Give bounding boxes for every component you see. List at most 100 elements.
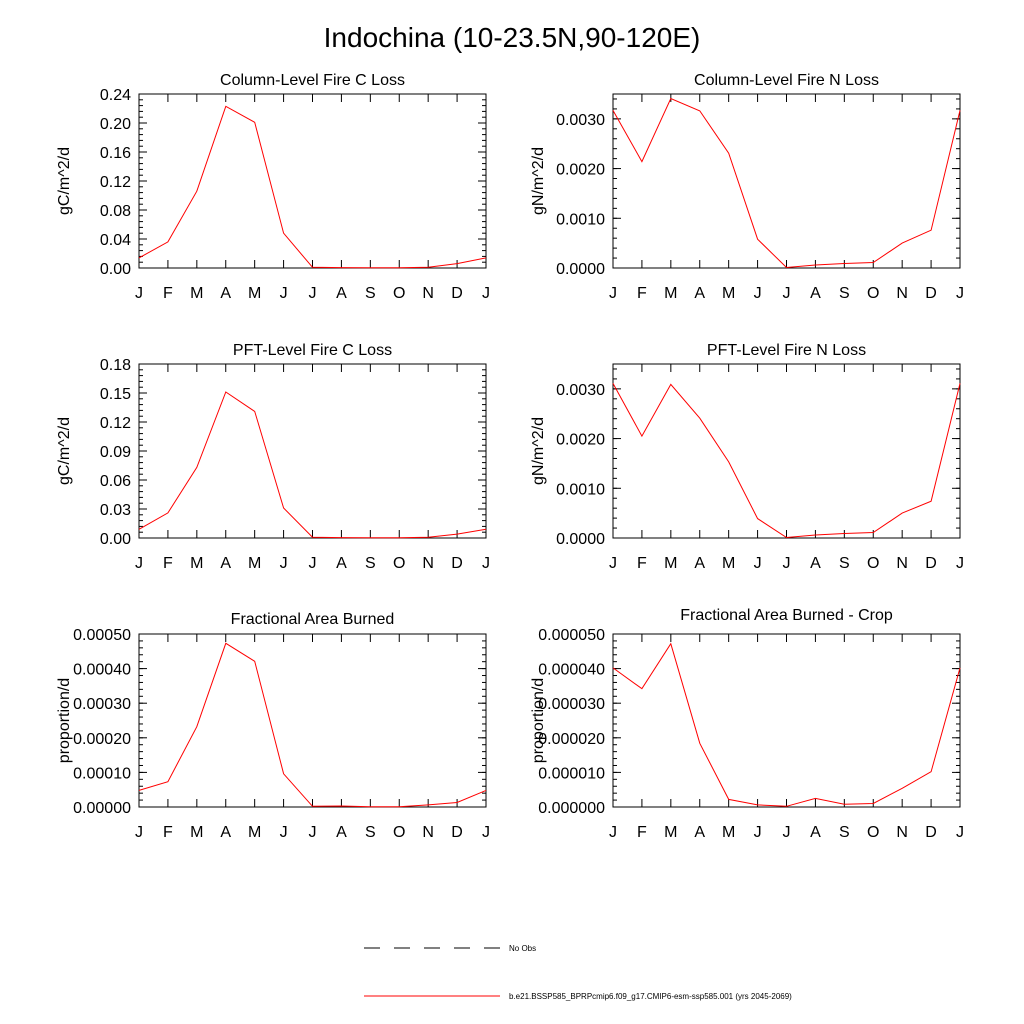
x-tick-label: F [163,555,173,572]
x-tick-label: M [722,824,735,841]
x-tick-label: O [393,555,405,572]
y-tick-label: 0.00050 [73,627,131,644]
x-tick-label: S [839,824,850,841]
x-tick-label: A [220,824,231,841]
x-tick-label: F [637,555,647,572]
x-tick-label: A [810,824,821,841]
y-tick-label: 0.0000 [556,261,605,278]
x-tick-label: A [810,285,821,302]
chart-panel: Fractional Area Burned - Crop proportion/… [530,607,964,841]
y-tick-label: 0.16 [100,145,131,162]
page-title: Indochina (10-23.5N,90-120E) [323,22,701,53]
legend-label-model: b.e21.BSSP585_BPRPcmip6.f09_g17.CMIP6-es… [509,992,792,1001]
y-tick-label: 0.00000 [73,800,131,817]
x-tick-label: F [163,824,173,841]
y-tick-label: 0.0020 [556,432,605,449]
y-tick-label: 0.24 [100,87,131,104]
plot-frame [138,633,487,808]
y-tick-label: 0.12 [100,174,131,191]
x-tick-label: S [839,555,850,572]
x-tick-label: M [190,285,203,302]
x-tick-label: J [783,285,791,302]
y-tick-label: 0.00030 [73,696,131,713]
x-tick-label: A [336,285,347,302]
x-tick-label: J [309,555,317,572]
x-tick-label: F [163,285,173,302]
x-tick-label: J [280,285,288,302]
plot-frame [138,93,487,269]
x-tick-label: M [664,285,677,302]
y-tick-label: 0.0010 [556,481,605,498]
y-axis-label: proportion/d [530,678,547,763]
y-axis-label: gN/m^2/d [530,417,547,485]
chart-title: Fractional Area Burned - Crop [680,607,893,624]
x-tick-label: D [451,285,463,302]
plot-frame [138,363,487,539]
chart-title: Column-Level Fire C Loss [220,72,405,89]
x-tick-label: A [694,555,705,572]
x-tick-label: O [867,824,879,841]
x-tick-label: J [609,285,617,302]
chart-title: PFT-Level Fire N Loss [707,342,866,359]
y-tick-label: 0.06 [100,473,131,490]
y-tick-label: 0.15 [100,386,131,403]
y-tick-label: 0.08 [100,203,131,220]
chart-title: PFT-Level Fire C Loss [233,342,392,359]
series-line [612,383,961,539]
y-tick-label: 0.09 [100,444,131,461]
x-tick-label: J [754,824,762,841]
x-tick-label: J [482,285,490,302]
chart-title: Column-Level Fire N Loss [694,72,879,89]
x-tick-label: D [925,555,937,572]
y-tick-label: 0.04 [100,232,131,249]
series-line [138,105,487,269]
x-tick-label: J [783,555,791,572]
y-tick-label: 0.000010 [538,765,605,782]
x-tick-label: M [248,824,261,841]
x-tick-label: F [637,824,647,841]
y-axis-label: proportion/d [56,678,73,763]
x-tick-label: N [896,285,908,302]
x-tick-label: J [135,555,143,572]
x-tick-label: M [664,555,677,572]
y-tick-label: 0.03 [100,502,131,519]
x-tick-label: S [365,824,376,841]
y-tick-label: 0.000040 [538,662,605,679]
series-line [138,642,487,808]
x-tick-label: A [220,555,231,572]
x-tick-label: N [896,824,908,841]
y-tick-label: 0.0010 [556,211,605,228]
x-tick-label: D [925,824,937,841]
x-tick-label: S [839,285,850,302]
x-tick-label: M [248,285,261,302]
x-tick-label: F [637,285,647,302]
y-tick-label: 0.000020 [538,731,605,748]
x-tick-label: M [190,555,203,572]
y-tick-label: 0.0030 [556,382,605,399]
y-tick-label: 0.00040 [73,662,131,679]
x-tick-label: O [393,285,405,302]
legend-label-no-obs: No Obs [509,944,536,953]
x-tick-label: A [694,285,705,302]
x-tick-label: A [810,555,821,572]
x-tick-label: N [896,555,908,572]
y-tick-label: 0.00 [100,261,131,278]
x-tick-label: D [451,555,463,572]
series-line [612,97,961,269]
x-tick-label: S [365,555,376,572]
y-tick-label: 0.12 [100,415,131,432]
y-tick-label: 0.0020 [556,162,605,179]
y-tick-label: 0.000000 [538,800,605,817]
x-tick-label: J [280,824,288,841]
y-tick-label: 0.18 [100,357,131,374]
x-tick-label: N [422,555,434,572]
y-tick-label: 0.0030 [556,112,605,129]
y-axis-label: gN/m^2/d [530,147,547,215]
y-axis-label: gC/m^2/d [56,147,73,215]
x-tick-label: A [336,555,347,572]
